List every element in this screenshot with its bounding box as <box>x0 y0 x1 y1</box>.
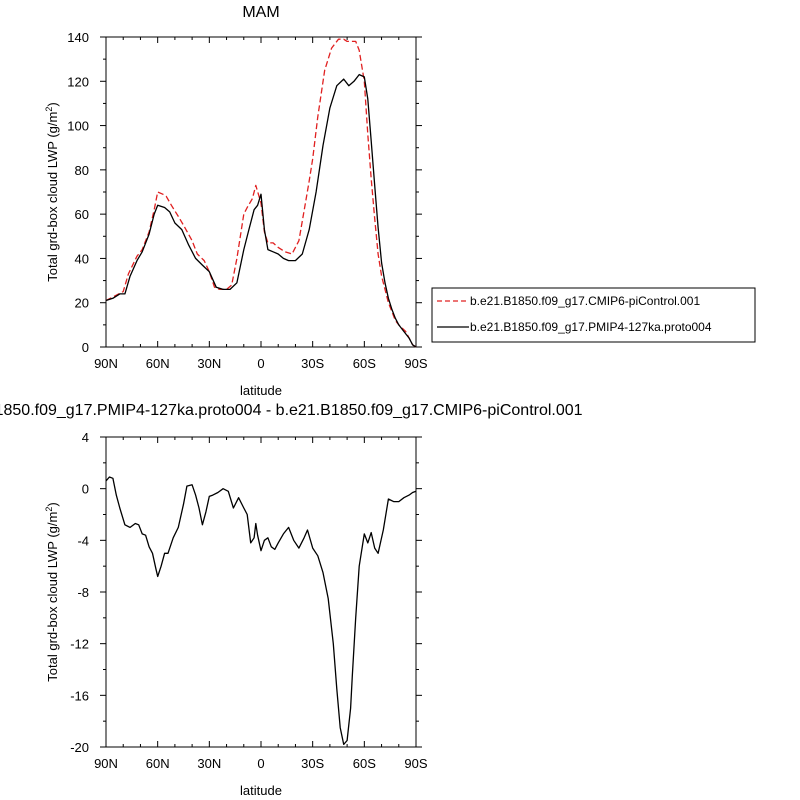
top-y-tick-label: 20 <box>75 296 89 311</box>
top-y-tick-label: 100 <box>67 119 89 134</box>
bottom-chart-title: b.e21.B1850.f09_g17.PMIP4-127ka.proto004… <box>0 402 583 419</box>
bottom-plot-frame <box>105 436 417 748</box>
legend-label-piControl: b.e21.B1850.f09_g17.CMIP6-piControl.001 <box>470 294 700 308</box>
top-x-tick-label: 0 <box>257 356 264 371</box>
bottom-x-tick-label: 30N <box>197 756 221 771</box>
bottom-y-tick-label: -12 <box>70 637 89 652</box>
bottom-x-tick-label: 0 <box>257 756 264 771</box>
top-y-axis-title: Total grd-box cloud LWP (g/m2) <box>44 102 60 281</box>
bottom-series-line-0 <box>105 476 417 746</box>
bottom-series-group <box>105 476 417 746</box>
top-chart-title: MAM <box>242 4 279 21</box>
bottom-x-tick-label: 60N <box>146 756 170 771</box>
bottom-ticks: 90N 60N 30N 0 30S 60S 90S 4 0 -4 -8 -12 -16 -20 <box>70 430 428 771</box>
bottom-y-axis-title-end: ) <box>45 502 60 506</box>
bottom-y-tick-label: -16 <box>70 688 89 703</box>
bottom-panel: b.e21.B1850.f09_g17.PMIP4-127ka.proto004… <box>0 402 583 798</box>
top-x-tick-label: 90N <box>94 356 118 371</box>
bottom-y-tick-label: 0 <box>82 482 89 497</box>
top-y-tick-label: 60 <box>75 207 89 222</box>
legend: b.e21.B1850.f09_g17.CMIP6-piControl.001 … <box>431 287 756 343</box>
legend-box <box>431 287 756 343</box>
top-y-tick-label: 0 <box>82 340 89 355</box>
bottom-y-tick-label: -20 <box>70 740 89 755</box>
top-x-tick-label: 90S <box>404 356 427 371</box>
bottom-x-tick-label: 90N <box>94 756 118 771</box>
top-ticks: 90N 60N 30N 0 30S 60S 90S 0 20 40 60 80 100 120 140 <box>67 30 428 371</box>
top-y-axis-title-main: Total grd-box cloud LWP (g/m <box>45 112 60 282</box>
bottom-x-tick-label: 90S <box>404 756 427 771</box>
bottom-x-axis-title: latitude <box>240 783 282 798</box>
top-panel: MAM 90N 60N 30N 0 30S 60S 90S 0 20 40 60 80 100 120 14… <box>44 4 428 398</box>
top-y-axis-title-end: ) <box>45 102 60 106</box>
bottom-y-tick-label: -8 <box>77 585 89 600</box>
bottom-y-tick-label: 4 <box>82 430 89 445</box>
top-x-tick-label: 30S <box>301 356 324 371</box>
top-series-line-1 <box>105 73 417 348</box>
top-x-axis-title: latitude <box>240 383 282 398</box>
bottom-y-tick-label: -4 <box>77 533 89 548</box>
legend-label-127ka: b.e21.B1850.f09_g17.PMIP4-127ka.proto004 <box>470 320 712 334</box>
bottom-y-axis-title: Total grd-box cloud LWP (g/m2) <box>44 502 60 681</box>
top-x-tick-label: 30N <box>197 356 221 371</box>
bottom-x-tick-label: 30S <box>301 756 324 771</box>
top-y-tick-label: 80 <box>75 163 89 178</box>
top-x-tick-label: 60N <box>146 356 170 371</box>
top-series-group <box>105 38 417 348</box>
top-series-line-0 <box>105 38 417 348</box>
top-x-tick-label: 60S <box>353 356 376 371</box>
top-y-tick-label: 120 <box>67 74 89 89</box>
top-y-tick-label: 40 <box>75 251 89 266</box>
top-y-tick-label: 140 <box>67 30 89 45</box>
bottom-x-tick-label: 60S <box>353 756 376 771</box>
top-plot-frame <box>105 36 417 348</box>
bottom-y-axis-title-sup: 2 <box>44 507 54 512</box>
top-y-axis-title-sup: 2 <box>44 107 54 112</box>
bottom-y-axis-title-main: Total grd-box cloud LWP (g/m <box>45 512 60 682</box>
